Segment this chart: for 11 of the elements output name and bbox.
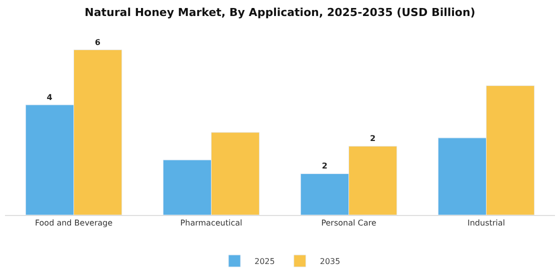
data-label: 4 <box>46 92 53 102</box>
data-label: 2 <box>322 162 328 171</box>
x-tick-label: Personal Care <box>321 218 376 228</box>
chart-title: Natural Honey Market, By Application, 2025-2035 (USD Billion) <box>84 6 476 20</box>
legend-label: 2025 <box>254 257 275 266</box>
x-tick-label: Food and Beverage <box>34 218 113 228</box>
legend-label: 2035 <box>320 257 340 266</box>
x-tick-label: Pharmaceutical <box>180 218 242 228</box>
data-label: 6 <box>94 38 101 47</box>
x-tick-label: Industrial <box>467 218 506 228</box>
data-label: 2 <box>370 134 376 144</box>
